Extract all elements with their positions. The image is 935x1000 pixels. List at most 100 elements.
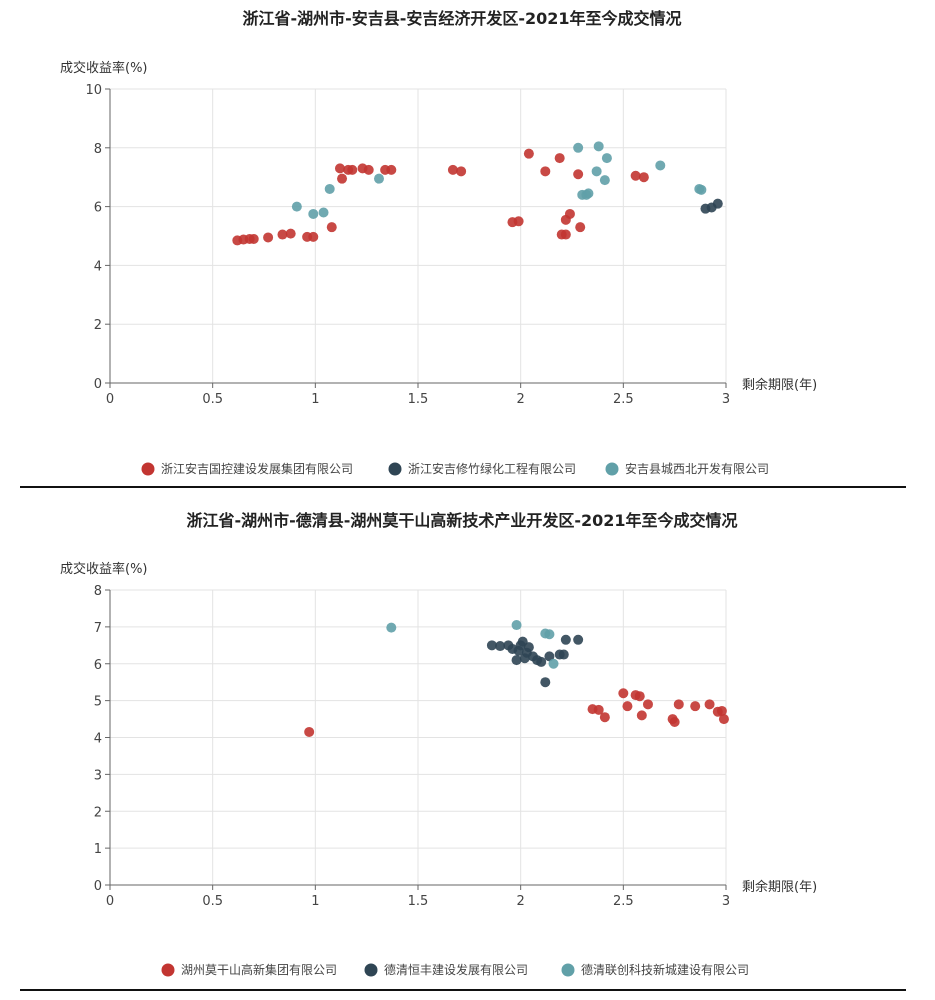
chart-1-y-tick-label: 10 — [85, 83, 102, 98]
chart-2-grid — [110, 589, 727, 885]
chart-1-series-1-point — [326, 222, 337, 233]
chart-1-legend-label-1: 浙江安吉国控建设发展集团有限公司 — [161, 461, 353, 476]
chart-1-series-1-point — [564, 208, 575, 219]
chart-1-series-3-point — [324, 183, 335, 194]
chart-1-legend-marker-1 — [141, 462, 155, 476]
chart-2-series-1-point — [636, 710, 647, 721]
chart-2-x-tick-label: 0 — [106, 894, 114, 909]
chart-1-series-1-point — [560, 229, 571, 240]
chart-1-series-3-point — [318, 207, 329, 218]
chart-2-series-1-point — [304, 726, 315, 737]
chart-2-title: 浙江省-湖州市-德清县-湖州莫干山高新技术产业开发区-2021年至今成交情况 — [186, 511, 737, 530]
chart-1-series-1-point — [334, 163, 345, 174]
chart-2-series-3-point — [511, 620, 522, 631]
chart-2-series-1-point — [618, 688, 629, 699]
chart-2-legend-label-1: 湖州莫干山高新集团有限公司 — [181, 962, 337, 977]
chart-2-x-tick-label: 2.5 — [613, 894, 634, 909]
chart-2-series-2-point — [540, 677, 551, 688]
chart-1-x-tick-label: 3 — [722, 392, 730, 407]
chart-2-y-tick-label: 7 — [94, 621, 102, 636]
chart-1-legend: 浙江安吉国控建设发展集团有限公司 浙江安吉修竹绿化工程有限公司 安吉县城西北开发有限… — [141, 461, 769, 476]
chart-2-series-1-point — [718, 714, 729, 725]
chart-1-series-1-point — [513, 216, 524, 227]
chart-2-series-1-point — [669, 717, 680, 728]
chart-1-series-3-point — [291, 201, 302, 212]
chart-2-y-tick-label: 5 — [94, 695, 102, 710]
chart-2-y-tick-label: 2 — [94, 805, 102, 820]
chart-2-series-2-point — [486, 640, 497, 651]
chart-1-series-3-point — [573, 142, 584, 153]
chart-1-series-1-point — [540, 166, 551, 177]
chart-2-y-tick-label: 0 — [94, 879, 102, 894]
chart-2-series-2-point — [523, 642, 534, 653]
chart-1-series-1-point — [285, 228, 296, 239]
chart-2-series-1-point — [622, 701, 633, 712]
chart-2-legend: 湖州莫干山高新集团有限公司 德清恒丰建设发展有限公司 德清联创科技新城建设有限公司 — [161, 962, 749, 977]
chart-1-series-3-point — [655, 160, 666, 171]
chart-1-x-tick-label: 2 — [517, 392, 525, 407]
chart-1-series-1-point — [630, 170, 641, 181]
chart-1-x-tick-label: 0 — [106, 392, 114, 407]
chart-1-series-1-point — [447, 164, 458, 175]
chart-2-series-2-point — [544, 651, 555, 662]
chart-1-legend-label-3: 安吉县城西北开发有限公司 — [625, 461, 769, 476]
chart-2-legend-label-2: 德清恒丰建设发展有限公司 — [384, 962, 528, 977]
chart-1-series-1-point — [347, 164, 358, 175]
chart-1-series-3-point — [593, 141, 604, 152]
chart-2-series-1-point — [642, 699, 653, 710]
chart-1-series-2-point — [712, 198, 723, 209]
chart-2-x-axis-label: 剩余期限(年) — [742, 879, 817, 895]
chart-2-series-1-point — [593, 704, 604, 715]
chart-1-series-1-point — [363, 164, 374, 175]
chart-1-legend-label-2: 浙江安吉修竹绿化工程有限公司 — [408, 461, 576, 476]
chart-1-y-tick-label: 2 — [94, 318, 102, 333]
chart-1-series-1-point — [554, 153, 565, 164]
chart-2-x-tick-label: 1 — [311, 894, 319, 909]
chart-1-series-3-point — [373, 173, 384, 184]
chart-1-series-1-point — [456, 166, 467, 177]
chart-2-series-2-point — [560, 634, 571, 645]
chart-1-x-tick-label: 0.5 — [202, 392, 223, 407]
chart-2-y-tick-label: 6 — [94, 658, 102, 673]
chart-1-series-1-point — [573, 169, 584, 180]
chart-1-series-1-point — [337, 173, 348, 184]
chart-1-y-axis-label: 成交收益率(%) — [60, 60, 148, 76]
chart-1-x-tick-label: 1.5 — [408, 392, 429, 407]
chart-2-series-2-point — [573, 634, 584, 645]
chart-2-ticks: 0 1 2 3 4 5 6 7 8 0 0.5 1 1.5 2 2.5 3 — [94, 584, 730, 909]
chart-1-series-1-point — [638, 172, 649, 183]
chart-1-series-1-point — [248, 233, 259, 244]
chart-2-y-tick-label: 3 — [94, 768, 102, 783]
chart-2-x-tick-label: 0.5 — [202, 894, 223, 909]
chart-1-series-1-point — [575, 222, 586, 233]
chart-1-series-1-point — [386, 164, 397, 175]
chart-1-y-tick-label: 0 — [94, 377, 102, 392]
chart-1-points — [232, 141, 723, 246]
chart-2-y-tick-label: 1 — [94, 842, 102, 857]
chart-1-y-tick-label: 8 — [94, 142, 102, 157]
chart-2-x-tick-label: 1.5 — [408, 894, 429, 909]
chart-2-series-1-point — [673, 699, 684, 710]
chart-1-x-tick-label: 2.5 — [613, 392, 634, 407]
chart-1-legend-marker-3 — [605, 462, 619, 476]
chart-1-series-1-point — [523, 148, 534, 159]
chart-2-series-1-point — [704, 699, 715, 710]
chart-1-x-tick-label: 1 — [311, 392, 319, 407]
chart-2-legend-marker-1 — [161, 963, 175, 977]
chart-1-series-3-point — [308, 208, 319, 219]
chart-1-series-1-point — [277, 229, 288, 240]
chart-2-series-2-point — [511, 655, 522, 666]
chart-1-title: 浙江省-湖州市-安吉县-安吉经济开发区-2021年至今成交情况 — [242, 9, 681, 28]
chart-2-x-tick-label: 2 — [517, 894, 525, 909]
chart-2-legend-marker-3 — [561, 963, 575, 977]
chart-1-series-3-point — [601, 153, 612, 164]
chart-2-series-2-point — [495, 641, 506, 652]
chart-1-series-1-point — [263, 232, 274, 243]
chart-1-series-1-point — [308, 231, 319, 242]
chart-1-y-tick-label: 4 — [94, 259, 102, 274]
chart-1-legend-marker-2 — [388, 462, 402, 476]
chart-2-series-1-point — [634, 691, 645, 702]
chart-2-series-1-point — [690, 701, 701, 712]
chart-2-legend-marker-2 — [364, 963, 378, 977]
